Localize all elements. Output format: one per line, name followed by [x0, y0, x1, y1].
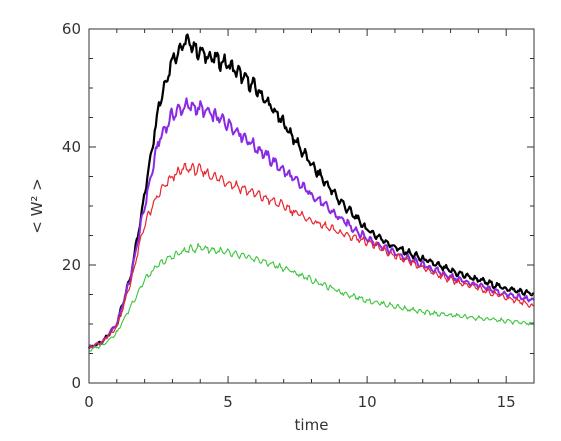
- x-tick-label: 5: [223, 393, 233, 411]
- y-tick-label: 0: [71, 374, 81, 392]
- x-tick-label: 15: [497, 393, 516, 411]
- y-axis-label: < W² >: [28, 178, 46, 234]
- series-line-2: [88, 97, 535, 349]
- series-line-3: [88, 162, 535, 349]
- y-tick-label: 20: [62, 256, 81, 274]
- tick-layer: 0 5 10 15 0 20 40 60: [62, 20, 535, 411]
- x-tick-label: 0: [84, 393, 94, 411]
- x-axis-label: time: [295, 416, 329, 434]
- plot-frame: [88, 28, 535, 384]
- y-tick-label: 40: [62, 138, 81, 156]
- x-tick-label: 10: [358, 393, 377, 411]
- y-tick-label: 60: [62, 20, 81, 38]
- series-line-1: [87, 33, 535, 349]
- series-line-4: [88, 242, 535, 352]
- series-layer: [87, 33, 535, 352]
